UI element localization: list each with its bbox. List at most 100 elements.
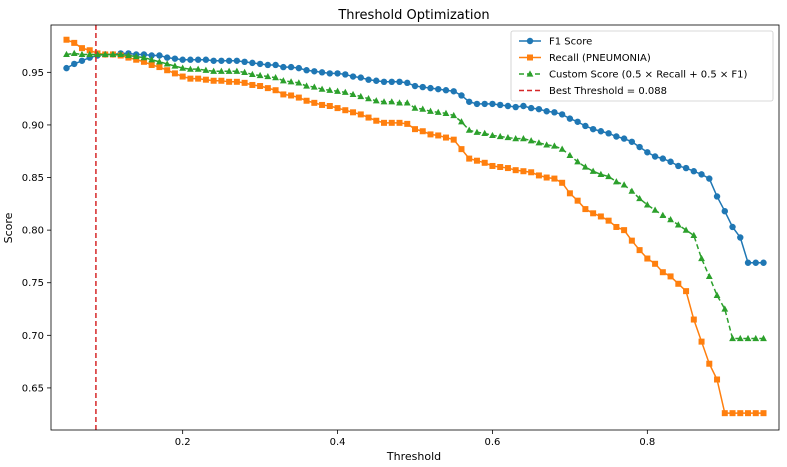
- y-tick-label: 0.95: [22, 68, 44, 79]
- data-point-1: [350, 109, 357, 116]
- data-point-1: [419, 128, 426, 135]
- data-point-2: [651, 206, 659, 213]
- data-point-2: [512, 135, 520, 142]
- data-point-2: [365, 95, 372, 102]
- data-point-1: [427, 131, 434, 138]
- data-point-2: [349, 90, 357, 98]
- data-point-2: [403, 99, 411, 106]
- data-point-2: [527, 137, 535, 144]
- data-point-0: [481, 100, 488, 108]
- data-point-1: [597, 213, 604, 220]
- data-point-0: [380, 78, 388, 86]
- data-point-2: [465, 126, 473, 133]
- data-point-2: [698, 254, 705, 262]
- data-point-2: [70, 49, 78, 57]
- data-point-2: [372, 97, 380, 104]
- data-point-2: [636, 194, 643, 202]
- data-point-2: [194, 65, 202, 72]
- data-point-2: [496, 132, 504, 140]
- data-point-0: [466, 98, 473, 105]
- data-point-0: [326, 70, 334, 77]
- legend-marker-2: [526, 70, 534, 77]
- data-point-1: [466, 155, 473, 162]
- data-point-2: [396, 99, 403, 106]
- data-point-0: [752, 259, 759, 266]
- data-point-2: [643, 201, 651, 208]
- data-point-2: [705, 272, 713, 280]
- data-point-1: [574, 197, 581, 204]
- data-point-1: [543, 174, 550, 181]
- data-point-0: [450, 88, 457, 95]
- data-point-2: [589, 167, 597, 174]
- data-point-1: [218, 77, 225, 84]
- data-point-1: [233, 78, 240, 85]
- legend-label-2: Custom Score (0.5 × Recall + 0.5 × F1): [549, 70, 748, 81]
- data-point-1: [752, 410, 759, 417]
- data-point-0: [349, 73, 357, 80]
- data-point-2: [117, 50, 125, 58]
- data-point-0: [256, 60, 264, 68]
- data-point-0: [744, 259, 752, 266]
- data-point-1: [326, 103, 333, 109]
- data-point-2: [674, 221, 682, 228]
- data-point-2: [520, 135, 527, 142]
- data-point-2: [481, 129, 489, 136]
- data-point-2: [357, 92, 365, 100]
- data-point-1: [86, 47, 93, 54]
- data-point-2: [303, 82, 310, 89]
- data-point-2: [310, 83, 318, 90]
- data-point-1: [737, 410, 744, 417]
- data-point-1: [241, 79, 248, 86]
- data-point-0: [202, 56, 210, 63]
- x-tick-label: 0.4: [330, 437, 346, 448]
- data-point-2: [713, 291, 721, 298]
- legend-marker-0: [526, 37, 534, 45]
- data-point-0: [311, 68, 318, 75]
- data-point-2: [690, 231, 698, 238]
- data-point-2: [248, 70, 256, 78]
- data-point-1: [404, 120, 411, 127]
- data-point-0: [342, 71, 349, 78]
- legend: F1 Score Recall (PNEUMONIA) Custom Score (…: [510, 30, 774, 102]
- data-point-2: [434, 108, 442, 115]
- data-point-2: [125, 51, 132, 59]
- y-tick-label: 0.70: [22, 331, 44, 342]
- y-tick-label: 0.65: [22, 383, 44, 394]
- data-point-0: [706, 175, 713, 182]
- data-point-1: [528, 169, 535, 176]
- data-point-0: [473, 100, 481, 108]
- data-point-2: [744, 334, 752, 342]
- data-point-0: [357, 74, 364, 81]
- data-point-1: [683, 288, 690, 295]
- data-point-0: [272, 61, 279, 69]
- data-point-0: [651, 153, 659, 160]
- data-point-2: [94, 50, 101, 58]
- data-point-0: [318, 69, 326, 76]
- data-point-2: [558, 145, 566, 152]
- data-point-2: [458, 118, 465, 125]
- data-point-0: [636, 143, 643, 151]
- data-point-0: [411, 82, 419, 90]
- data-point-1: [280, 91, 287, 98]
- data-point-2: [295, 79, 303, 86]
- data-point-2: [326, 86, 334, 93]
- data-point-1: [605, 217, 612, 224]
- data-point-2: [682, 226, 690, 233]
- data-point-0: [628, 138, 636, 145]
- data-point-0: [373, 77, 380, 84]
- data-point-0: [427, 84, 434, 92]
- data-point-0: [520, 102, 527, 110]
- y-tick-label: 0.80: [22, 226, 44, 237]
- legend-label-best-threshold: Best Threshold = 0.088: [549, 86, 667, 97]
- data-point-1: [721, 410, 728, 417]
- data-point-1: [78, 45, 85, 52]
- data-point-1: [667, 273, 674, 280]
- data-point-1: [63, 36, 70, 43]
- y-axis: 0.65 0.70 0.75 0.80 0.85 0.90 0.95: [22, 68, 51, 394]
- y-tick-label: 0.75: [22, 278, 44, 289]
- data-point-2: [148, 56, 156, 63]
- data-point-0: [574, 118, 581, 125]
- data-point-1: [357, 111, 364, 118]
- data-point-2: [171, 62, 179, 69]
- data-point-0: [435, 85, 442, 93]
